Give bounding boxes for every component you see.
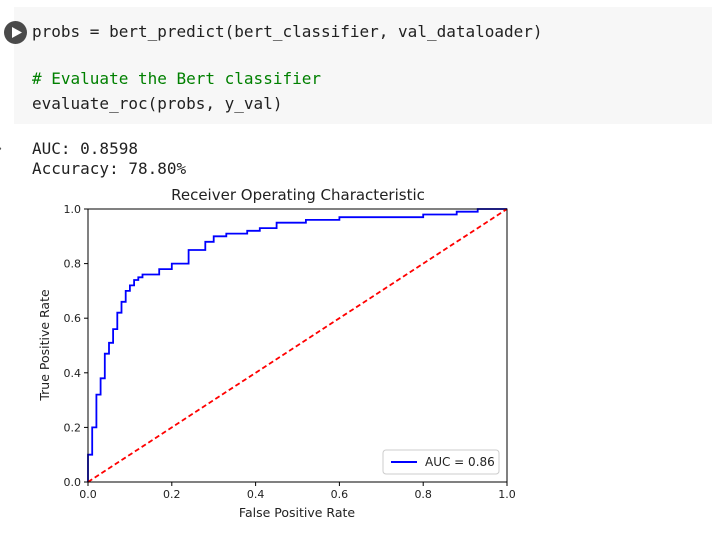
x-tick-label: 0.4: [247, 488, 265, 501]
run-cell-button[interactable]: [4, 21, 27, 44]
y-tick-label: 0.6: [64, 312, 82, 325]
code-line-1[interactable]: probs = bert_predict(bert_classifier, va…: [32, 22, 543, 41]
code-comment[interactable]: # Evaluate the Bert classifier: [32, 69, 321, 88]
output-auc: AUC: 0.8598: [32, 139, 138, 158]
x-axis-label: False Positive Rate: [239, 505, 355, 520]
output-redirect-icon[interactable]: ↦: [0, 138, 2, 157]
x-tick-label: 0.0: [79, 488, 97, 501]
x-tick-label: 0.8: [414, 488, 432, 501]
code-cell[interactable]: probs = bert_predict(bert_classifier, va…: [4, 7, 712, 124]
y-tick-label: 0.2: [64, 421, 82, 434]
roc-curve-line: [87, 208, 507, 482]
code-line-4[interactable]: evaluate_roc(probs, y_val): [32, 94, 283, 113]
y-tick-label: 0.4: [64, 367, 82, 380]
diagonal-reference-line: [87, 208, 508, 483]
legend-box: [382, 449, 500, 475]
output-accuracy: Accuracy: 78.80%: [32, 159, 187, 178]
y-tick-label: 0.8: [64, 258, 82, 271]
y-tick-label: 0.0: [64, 476, 82, 489]
x-tick-label: 0.6: [331, 488, 349, 501]
chart-title: Receiver Operating Characteristic: [171, 186, 425, 204]
x-tick-label: 0.2: [163, 488, 181, 501]
y-axis-label: True Positive Rate: [37, 289, 52, 402]
plot-frame: [87, 208, 508, 483]
x-tick-label: 1.0: [498, 488, 516, 501]
y-tick-label: 1.0: [64, 203, 82, 216]
roc-chart: Receiver Operating Characteristic 0.0 0.2…: [37, 186, 516, 520]
play-icon: [12, 27, 22, 38]
legend-label: AUC = 0.86: [425, 455, 495, 469]
